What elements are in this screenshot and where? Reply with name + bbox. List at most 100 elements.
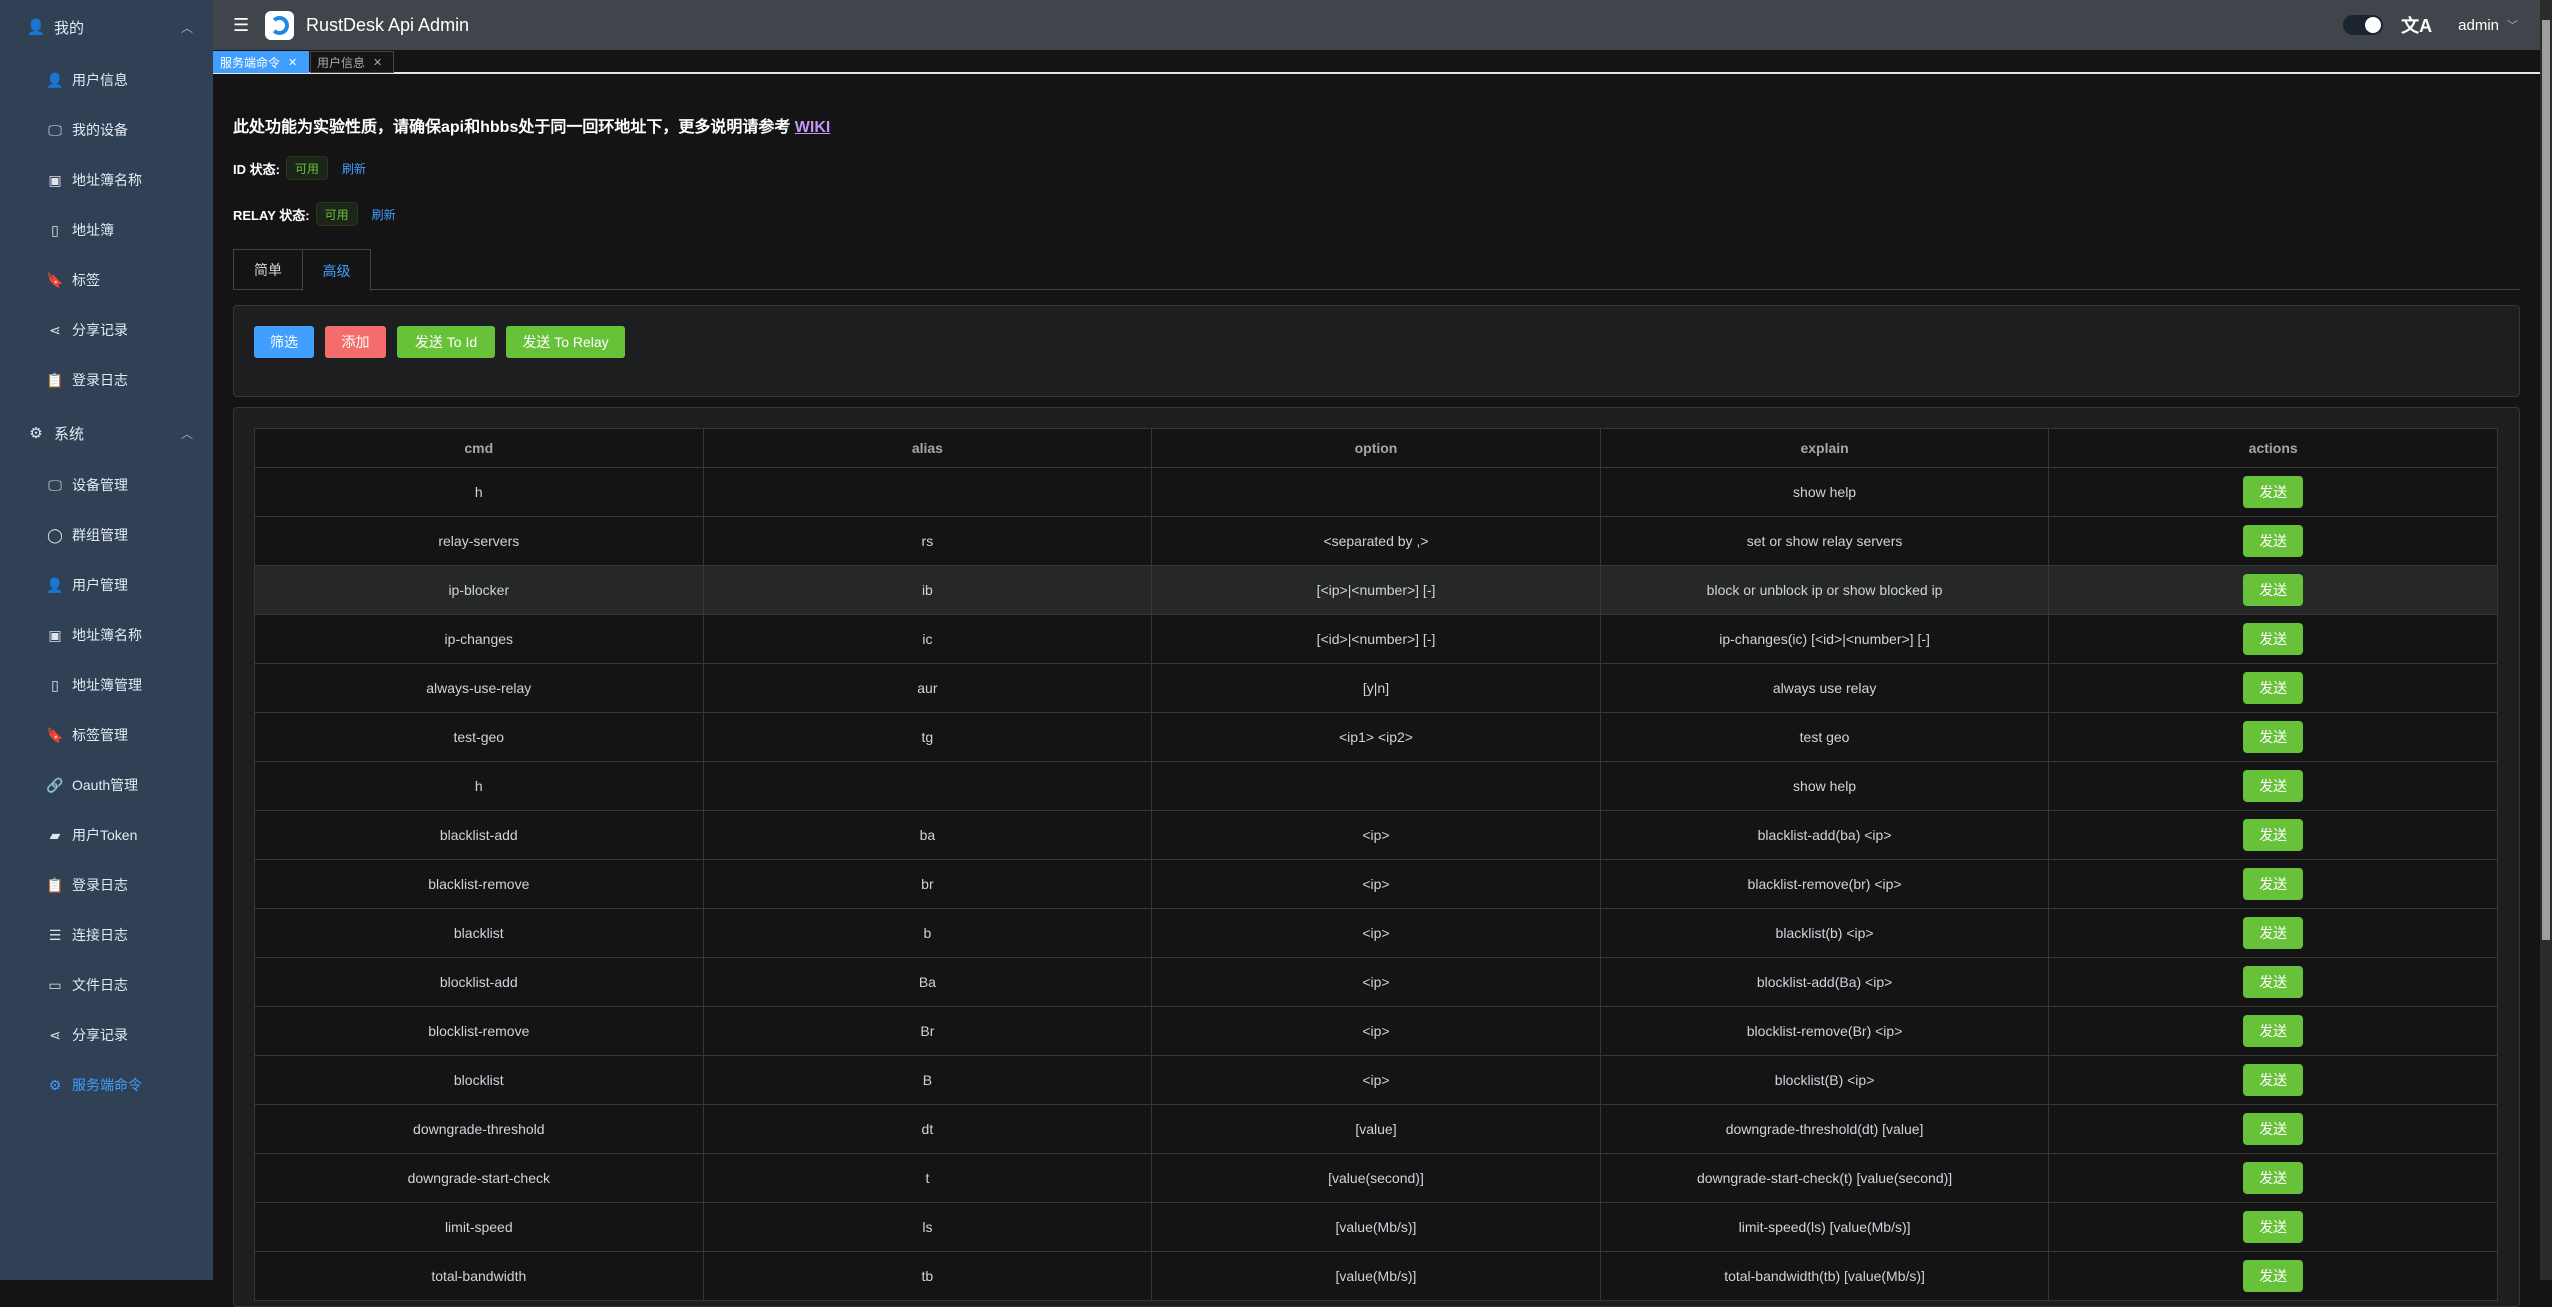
status-badge: 可用 bbox=[315, 202, 358, 226]
sidebar-item-label: 登录日志 bbox=[72, 372, 128, 388]
id-refresh-link[interactable]: 刷新 bbox=[341, 161, 366, 176]
send-button[interactable]: 发送 bbox=[2243, 1113, 2304, 1145]
tag-server-command[interactable]: 服务端命令 ✕ bbox=[213, 51, 309, 73]
theme-toggle[interactable] bbox=[2343, 15, 2384, 35]
send-button[interactable]: 发送 bbox=[2243, 1162, 2304, 1194]
tab-simple[interactable]: 简单 bbox=[233, 249, 303, 290]
tag-user-info[interactable]: 用户信息 ✕ bbox=[310, 51, 394, 73]
cell-cmd: blocklist bbox=[254, 1055, 704, 1105]
sidebar-item-label: 地址簿名称 bbox=[72, 172, 142, 188]
warning-text: 此处功能为实验性质，请确保api和hbbs处于同一回环地址下，更多说明请参考 W… bbox=[233, 113, 830, 137]
sidebar-item[interactable]: ▣ 地址簿名称 bbox=[0, 613, 213, 657]
send-button[interactable]: 发送 bbox=[2243, 672, 2304, 704]
send-to-relay-button[interactable]: 发送 To Relay bbox=[506, 326, 625, 358]
close-icon[interactable]: ✕ bbox=[373, 56, 383, 69]
close-icon[interactable]: ✕ bbox=[288, 56, 298, 69]
sidebar-item[interactable]: 🖵 设备管理 bbox=[0, 463, 213, 507]
cell-explain: always use relay bbox=[1599, 663, 2050, 713]
sidebar-item[interactable]: ⋖ 分享记录 bbox=[0, 1013, 213, 1057]
sidebar-item[interactable]: ▯ 地址簿管理 bbox=[0, 663, 213, 707]
add-button[interactable]: 添加 bbox=[325, 326, 386, 358]
send-button[interactable]: 发送 bbox=[2243, 525, 2304, 557]
send-button[interactable]: 发送 bbox=[2243, 868, 2304, 900]
wiki-link[interactable]: WIKI bbox=[794, 119, 831, 136]
send-button[interactable]: 发送 bbox=[2243, 623, 2304, 655]
cell-explain: blocklist-remove(Br) <ip> bbox=[1599, 1006, 2050, 1056]
filter-button[interactable]: 筛选 bbox=[254, 326, 314, 358]
send-button[interactable]: 发送 bbox=[2243, 1015, 2304, 1047]
cell-actions: 发送 bbox=[2048, 1006, 2498, 1056]
cell-option bbox=[1151, 761, 1601, 811]
sidebar-item[interactable]: ▣ 地址簿名称 bbox=[0, 158, 213, 202]
sidebar-item[interactable]: 👤 用户信息 bbox=[0, 58, 213, 102]
sidebar-group-mine[interactable]: 👤 我的 ︿ bbox=[0, 5, 213, 49]
cell-option: [<ip>|<number>] [-] bbox=[1151, 565, 1601, 615]
chevron-up-icon[interactable]: ︿ bbox=[180, 426, 193, 441]
table-row: blocklist-add Ba <ip> blocklist-add(Ba) <ip… bbox=[254, 957, 2498, 1007]
sidebar-item[interactable]: ⋖ 分享记录 bbox=[0, 308, 213, 352]
sidebar-item[interactable]: 🖵 我的设备 bbox=[0, 108, 213, 152]
moon-icon bbox=[2365, 17, 2382, 33]
send-button[interactable]: 发送 bbox=[2243, 1064, 2304, 1096]
cell-alias: ba bbox=[702, 810, 1153, 860]
sidebar-item[interactable]: 📋 登录日志 bbox=[0, 863, 213, 907]
status-badge: 可用 bbox=[285, 156, 328, 180]
sidebar-item[interactable]: ▰ 用户Token bbox=[0, 813, 213, 857]
sidebar-group-system[interactable]: ⚙ 系统 ︿ bbox=[0, 411, 213, 455]
send-button[interactable]: 发送 bbox=[2243, 574, 2304, 606]
send-to-id-button[interactable]: 发送 To Id bbox=[397, 326, 495, 358]
cell-explain: block or unblock ip or show blocked ip bbox=[1599, 565, 2050, 615]
translate-icon[interactable]: 文A bbox=[2401, 16, 2433, 36]
chevron-down-icon[interactable]: ﹀ bbox=[2507, 20, 2518, 32]
sidebar-item[interactable]: 📋 登录日志 bbox=[0, 358, 213, 402]
share-icon: ⋖ bbox=[49, 1026, 61, 1043]
table-row: blocklist-remove Br <ip> blocklist-remove(B… bbox=[254, 1006, 2498, 1056]
send-button[interactable]: 发送 bbox=[2243, 1260, 2304, 1292]
sidebar-item[interactable]: 👤 用户管理 bbox=[0, 563, 213, 607]
scrollbar[interactable] bbox=[2540, 0, 2552, 1280]
cell-alias bbox=[702, 761, 1153, 811]
sidebar-item[interactable]: 🔖 标签 bbox=[0, 258, 213, 302]
hamburger-icon[interactable]: ☰ bbox=[233, 14, 250, 35]
relay-refresh-link[interactable]: 刷新 bbox=[371, 207, 396, 222]
user-menu[interactable]: admin bbox=[2458, 16, 2499, 34]
cell-alias: t bbox=[702, 1153, 1153, 1203]
cell-alias: rs bbox=[702, 516, 1153, 566]
send-button[interactable]: 发送 bbox=[2243, 1211, 2304, 1243]
cell-explain: limit-speed(ls) [value(Mb/s)] bbox=[1599, 1202, 2050, 1252]
send-button[interactable]: 发送 bbox=[2243, 770, 2304, 802]
send-button[interactable]: 发送 bbox=[2243, 476, 2304, 508]
cell-alias: br bbox=[702, 859, 1153, 909]
notebook-icon: ▯ bbox=[51, 676, 59, 693]
table-row: downgrade-threshold dt [value] downgrade-th… bbox=[254, 1104, 2498, 1154]
send-button[interactable]: 发送 bbox=[2243, 966, 2304, 998]
cell-alias: tb bbox=[702, 1251, 1153, 1301]
sidebar-item[interactable]: ☰ 连接日志 bbox=[0, 913, 213, 957]
sidebar-item[interactable]: 🔖 标签管理 bbox=[0, 713, 213, 757]
chevron-up-icon[interactable]: ︿ bbox=[180, 20, 193, 35]
warning-message: 此处功能为实验性质，请确保api和hbbs处于同一回环地址下，更多说明请参考 bbox=[233, 119, 795, 136]
send-button[interactable]: 发送 bbox=[2243, 721, 2304, 753]
cell-option: <ip1> <ip2> bbox=[1151, 712, 1601, 762]
sidebar-item[interactable]: ⚙ 服务端命令 bbox=[0, 1063, 213, 1107]
cell-alias bbox=[702, 467, 1153, 517]
relay-status-label: RELAY 状态: bbox=[233, 207, 310, 223]
tab-advanced[interactable]: 高级 bbox=[302, 249, 371, 291]
sidebar-item[interactable]: ◯ 群组管理 bbox=[0, 513, 213, 557]
sidebar-item[interactable]: 🔗 Oauth管理 bbox=[0, 763, 213, 807]
column-header-alias: alias bbox=[702, 428, 1153, 468]
cell-actions: 发送 bbox=[2048, 614, 2498, 664]
sidebar-item[interactable]: ▭ 文件日志 bbox=[0, 963, 213, 1007]
send-button[interactable]: 发送 bbox=[2243, 917, 2304, 949]
scrollbar-thumb[interactable] bbox=[2542, 20, 2550, 940]
box-icon: ▭ bbox=[48, 976, 62, 993]
cell-explain: show help bbox=[1599, 761, 2050, 811]
cell-cmd: blacklist-add bbox=[254, 810, 704, 860]
sidebar-item-label: 设备管理 bbox=[72, 477, 128, 493]
cell-alias: dt bbox=[702, 1104, 1153, 1154]
gear-icon: ⚙ bbox=[29, 425, 43, 442]
send-button[interactable]: 发送 bbox=[2243, 819, 2304, 851]
user-icon: 👤 bbox=[26, 19, 46, 36]
table-row: limit-speed ls [value(Mb/s)] limit-speed(ls… bbox=[254, 1202, 2498, 1252]
sidebar-item[interactable]: ▯ 地址簿 bbox=[0, 208, 213, 252]
